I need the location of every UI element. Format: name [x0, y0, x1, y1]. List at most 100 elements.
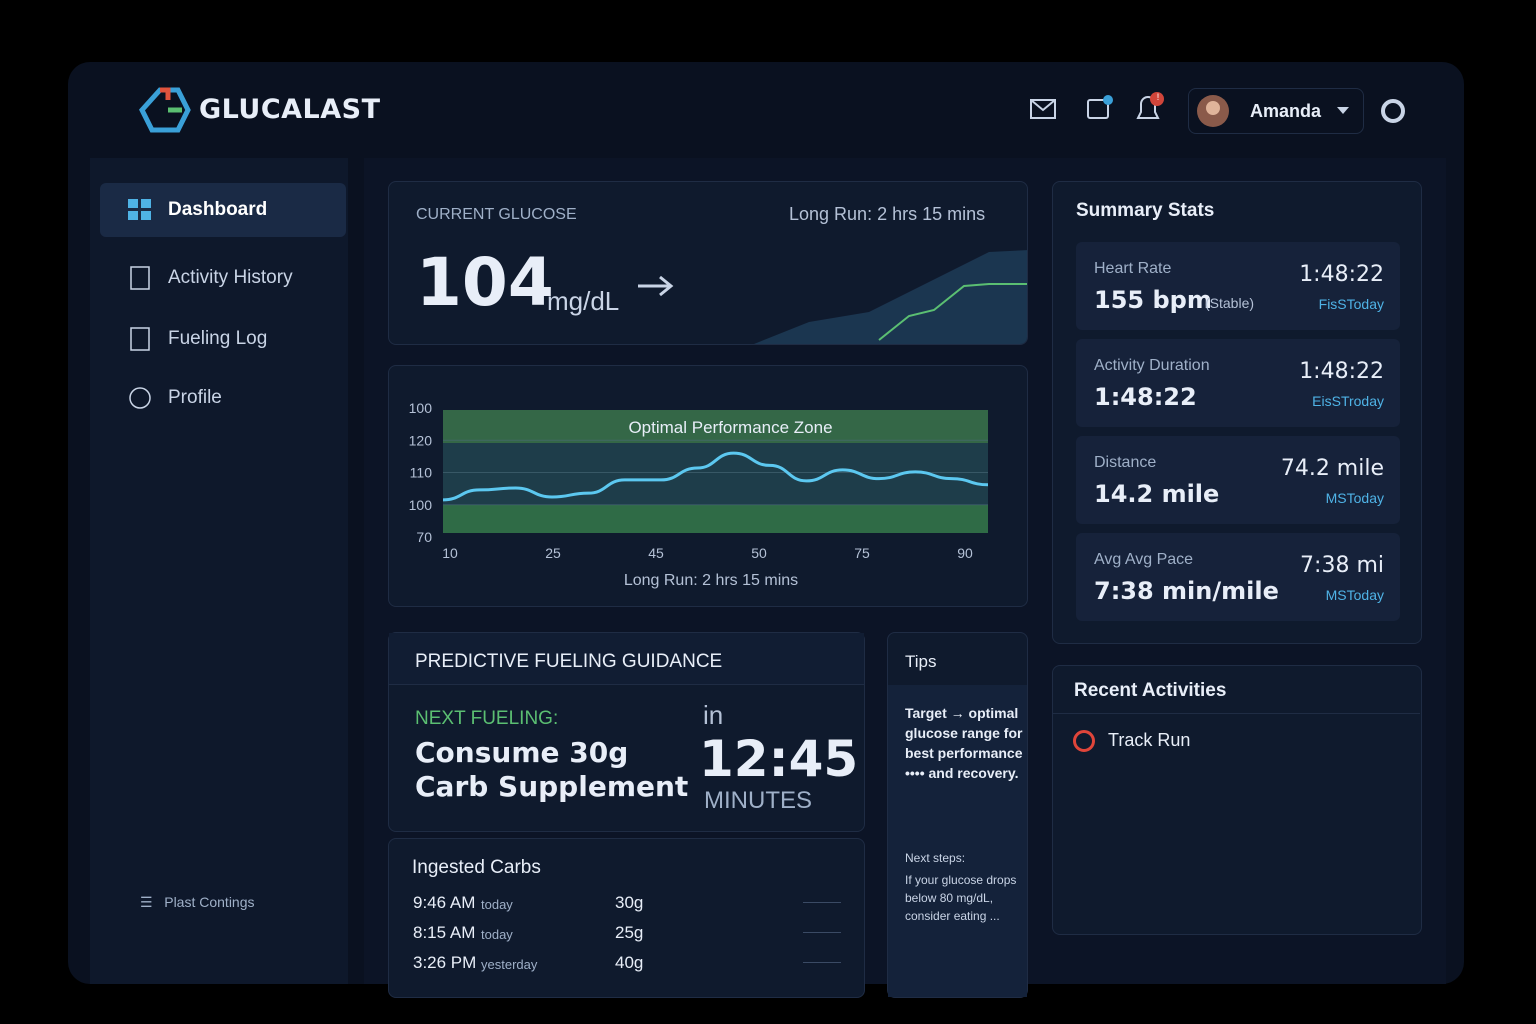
stat-card [1076, 436, 1400, 524]
x-tick-label: 50 [751, 545, 767, 561]
x-tick-label: 45 [648, 545, 664, 561]
x-tick-label: 10 [442, 545, 458, 561]
carb-time: 8:15 AM [413, 923, 476, 942]
nav-active-bg [100, 183, 346, 237]
carb-when: today [481, 897, 513, 912]
nav-item[interactable]: Profile [102, 371, 346, 425]
sidebar [90, 158, 348, 984]
sidebar-footer[interactable]: ☰ Plast Contings [140, 894, 255, 910]
carb-time: 9:46 AM [413, 893, 476, 912]
stat-side-value: 7:38 mi [1300, 553, 1384, 578]
tips-text: Target → optimal glucose range for best … [905, 705, 1023, 781]
stat-value: 155 bpm [1094, 286, 1212, 314]
stat-card [1076, 242, 1400, 330]
fueling-unit: MINUTES [704, 787, 812, 814]
glucose-card [388, 181, 1028, 345]
nav-icon [128, 199, 151, 220]
stat-value: 1:48:22 [1094, 383, 1197, 411]
glucose-line [442, 451, 989, 502]
bell-icon[interactable] [1134, 90, 1166, 124]
user-menu[interactable] [1188, 88, 1364, 134]
stat-card [1076, 339, 1400, 427]
mail-icon[interactable] [1030, 98, 1056, 120]
next-steps-text: If your glucose drops below 80 mg/dL, co… [905, 873, 1017, 923]
carbs-title: Ingested Carbs [412, 857, 541, 878]
y-tick-label: 100 [409, 497, 433, 513]
stat-label: Distance [1094, 454, 1157, 471]
logo-text: GLUCALAST [199, 94, 381, 125]
fueling-action: Consume 30g Carb Supplement [415, 736, 689, 803]
in-label: in [703, 700, 724, 730]
nav-label: Profile [168, 387, 222, 408]
dropdown-caret [1337, 107, 1349, 114]
carbs-card [388, 838, 865, 998]
glucose-unit: mg/dL [547, 286, 620, 316]
stat-side-note: FisSToday [1318, 296, 1384, 312]
fueling-time: 12:45 [699, 730, 859, 788]
carb-divider [803, 932, 841, 933]
fueling-header [389, 633, 864, 685]
nav-icon [129, 387, 151, 409]
avatar [1197, 95, 1229, 127]
summary-title: Summary Stats [1076, 200, 1215, 221]
user-name: Amanda [1250, 101, 1322, 121]
logo-icon [139, 87, 191, 133]
carb-divider [803, 962, 841, 963]
tips-title: Tips [905, 652, 937, 671]
x-axis-label: Long Run: 2 hrs 15 mins [624, 572, 798, 589]
glucose-sparkline [754, 250, 1027, 344]
nav-label: Activity History [168, 267, 293, 288]
stat-value: 14.2 mile [1094, 480, 1220, 508]
next-label: NEXT FUELING: [415, 708, 559, 729]
trend-arrow [638, 275, 674, 297]
y-tick-label: 110 [410, 465, 433, 481]
zone-label: Optimal Performance Zone [628, 418, 832, 437]
stat-label: Heart Rate [1094, 260, 1172, 277]
stat-side-value: 74.2 mile [1280, 456, 1384, 481]
next-steps-title: Next steps: [905, 851, 966, 865]
activity-name: Track Run [1108, 730, 1191, 750]
fueling-title: PREDICTIVE FUELING GUIDANCE [415, 651, 723, 672]
y-tick-label: 120 [409, 432, 433, 448]
nav-icon [130, 327, 150, 351]
stat-label: Avg Avg Pace [1094, 551, 1194, 568]
carb-amount: 25g [615, 923, 644, 942]
y-tick-label: 100 [409, 400, 433, 416]
messages-icon[interactable] [1086, 94, 1114, 122]
glucose-chart: 120 110 100 100 70 Optimal Performance Zone 10… [409, 400, 989, 589]
carb-amount: 30g [615, 893, 644, 912]
notification-badge: ! [1156, 92, 1160, 102]
glucose-label: CURRENT GLUCOSE [416, 206, 577, 223]
carb-amount: 40g [615, 953, 644, 972]
stat-note: (Stable) [1205, 295, 1255, 311]
y-tick-label: 70 [416, 529, 432, 545]
nav-icon [130, 266, 150, 290]
stat-side-value: 1:48:22 [1299, 359, 1384, 384]
stat-side-note: EisSTroday [1312, 393, 1384, 409]
activity-icon [1073, 730, 1095, 752]
glucose-value: 104 [416, 244, 554, 321]
x-tick-label: 90 [957, 545, 973, 561]
stat-side-note: MSToday [1325, 490, 1384, 506]
nav-item[interactable]: Fueling Log [102, 312, 346, 366]
tips-body [888, 685, 1027, 997]
nav-label: Fueling Log [168, 328, 268, 349]
activity-row[interactable] [1052, 713, 1420, 760]
recent-card [1052, 665, 1422, 935]
optimal-zone [443, 410, 988, 443]
nav-label: Dashboard [168, 199, 268, 220]
recent-title: Recent Activities [1074, 680, 1227, 701]
stat-card [1076, 533, 1400, 621]
settings-icon[interactable] [1380, 98, 1406, 124]
carb-divider [803, 902, 841, 903]
carb-time: 3:26 PM [413, 953, 477, 972]
nav-item[interactable]: Dashboard [102, 183, 346, 237]
activity-label: Long Run: 2 hrs 15 mins [789, 204, 986, 224]
nav-item[interactable]: Activity History [102, 251, 346, 305]
carb-when: today [481, 927, 513, 942]
footer-label: Plast Contings [164, 894, 255, 910]
low-zone [443, 505, 988, 533]
stat-value: 7:38 min/mile [1094, 577, 1279, 605]
x-tick-label: 25 [545, 545, 561, 561]
